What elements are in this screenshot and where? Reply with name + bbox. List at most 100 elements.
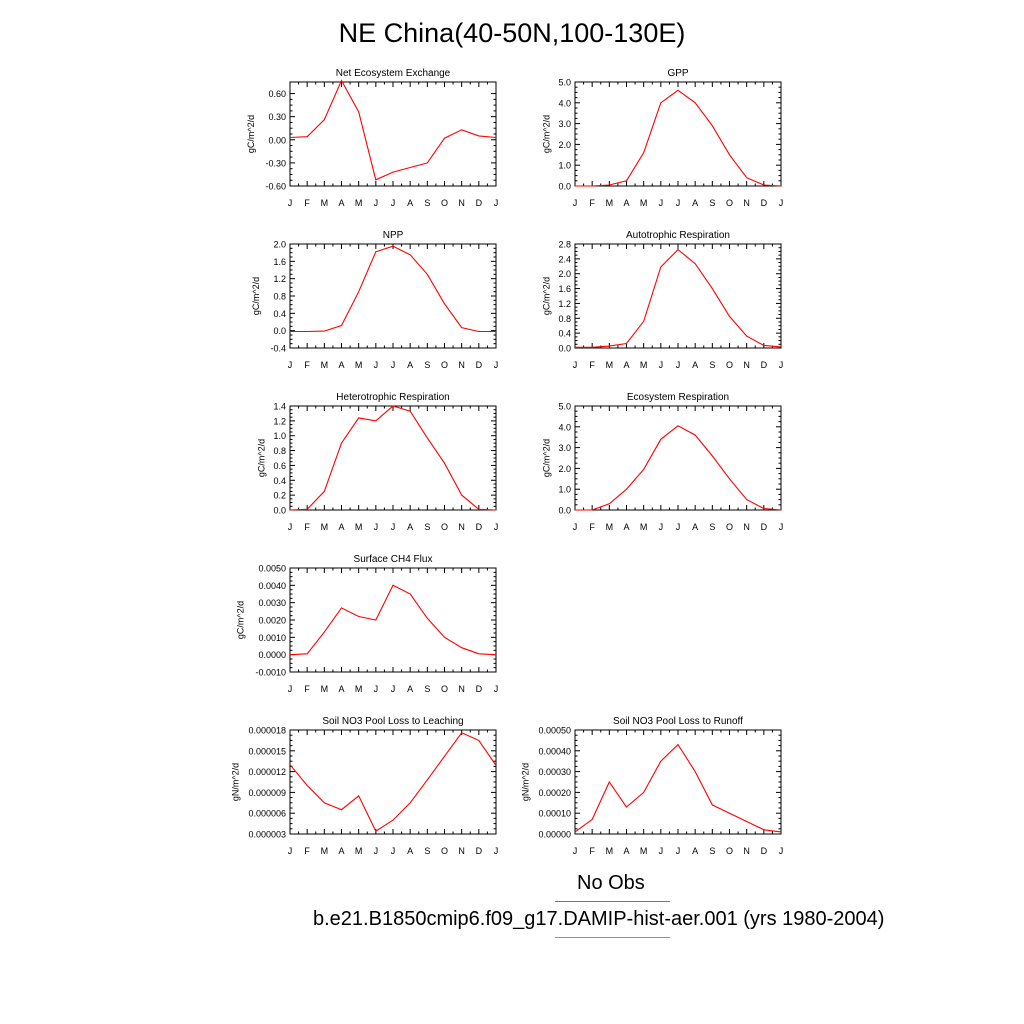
series-line [289, 405, 497, 511]
y-tick-label: 0.0010 [258, 633, 286, 643]
y-axis-label: gC/m^2/d [246, 115, 256, 153]
x-tick-label: N [743, 522, 750, 532]
series-line [575, 89, 782, 187]
x-tick-label: J [374, 684, 379, 694]
x-tick-label: J [659, 522, 664, 532]
x-tick-label: J [391, 198, 396, 208]
y-tick-label: 0.0 [558, 182, 571, 192]
x-tick-label: O [726, 360, 733, 370]
y-tick-label: 2.8 [558, 240, 571, 250]
y-tick-label: 0.00020 [538, 788, 571, 798]
y-tick-label: 0.0030 [258, 598, 286, 608]
x-tick-label: A [623, 522, 629, 532]
x-tick-label: F [589, 522, 595, 532]
y-tick-label: 1.0 [558, 161, 571, 171]
x-tick-label: S [709, 360, 715, 370]
y-tick-label: 0.8 [273, 446, 286, 456]
x-tick-label: F [589, 360, 595, 370]
series-line [289, 732, 497, 832]
x-tick-label: M [321, 360, 329, 370]
x-tick-label: D [761, 522, 768, 532]
y-tick-label: 0.0000 [258, 650, 286, 660]
x-tick-label: N [458, 846, 465, 856]
x-tick-label: A [623, 846, 629, 856]
x-tick-label: J [288, 522, 293, 532]
x-tick-label: M [606, 846, 614, 856]
y-tick-label: 0.6 [273, 461, 286, 471]
x-tick-label: M [321, 684, 329, 694]
y-tick-label: 0.000003 [248, 830, 286, 840]
x-tick-label: N [743, 198, 750, 208]
y-tick-label: 2.0 [558, 269, 571, 279]
x-tick-label: O [726, 198, 733, 208]
y-tick-label: 2.0 [558, 464, 571, 474]
panel-title: NPP [383, 230, 404, 241]
x-tick-label: O [441, 846, 448, 856]
plot-frame [574, 81, 782, 187]
y-tick-label: 0.0 [558, 506, 571, 516]
plot-frame [289, 243, 497, 349]
x-tick-label: A [338, 522, 344, 532]
x-tick-label: J [779, 360, 784, 370]
y-axis-label: gC/m^2/d [541, 277, 551, 315]
y-tick-label: 0.00030 [538, 767, 571, 777]
x-tick-label: A [338, 846, 344, 856]
y-tick-label: -0.30 [265, 158, 286, 168]
y-tick-label: 0.8 [273, 292, 286, 302]
y-axis-label: gN/m^2/d [230, 763, 240, 801]
y-tick-label: -0.60 [265, 182, 286, 192]
x-tick-label: O [441, 684, 448, 694]
x-tick-label: A [338, 360, 344, 370]
x-tick-label: N [458, 522, 465, 532]
x-tick-label: J [573, 846, 578, 856]
plot-frame [289, 729, 497, 835]
y-tick-label: 3.0 [558, 443, 571, 453]
plot-frame [289, 81, 497, 187]
x-tick-label: M [640, 360, 648, 370]
y-tick-label: 5.0 [558, 402, 571, 412]
x-tick-label: J [573, 522, 578, 532]
y-tick-label: 5.0 [558, 78, 571, 88]
x-tick-label: J [659, 846, 664, 856]
legend-line-model [555, 937, 670, 938]
legend-line-no-obs [555, 901, 670, 902]
panel-title: Autotrophic Respiration [626, 230, 730, 241]
x-tick-label: J [288, 846, 293, 856]
series-line [289, 79, 497, 181]
y-tick-label: 0.000006 [248, 809, 286, 819]
x-tick-label: M [640, 846, 648, 856]
x-tick-label: M [606, 360, 614, 370]
x-tick-label: J [391, 846, 396, 856]
y-tick-label: 0.000018 [248, 726, 286, 736]
y-tick-label: 0.0 [558, 344, 571, 354]
x-tick-label: M [355, 846, 363, 856]
y-tick-label: 4.0 [558, 422, 571, 432]
x-tick-label: N [458, 198, 465, 208]
series-line [290, 245, 496, 333]
x-tick-label: J [676, 360, 681, 370]
x-tick-label: M [640, 522, 648, 532]
x-tick-label: J [779, 522, 784, 532]
x-tick-label: J [494, 846, 499, 856]
x-tick-label: S [709, 846, 715, 856]
x-tick-label: S [424, 846, 430, 856]
x-tick-label: F [589, 846, 595, 856]
page-title: NE China(40-50N,100-130E) [338, 18, 686, 48]
x-tick-label: F [304, 360, 310, 370]
y-tick-label: 0.0 [273, 506, 286, 516]
y-tick-label: 0.00000 [538, 830, 571, 840]
x-tick-label: M [606, 522, 614, 532]
y-tick-label: 2.0 [273, 240, 286, 250]
x-tick-label: J [374, 522, 379, 532]
y-tick-label: 0.00050 [538, 726, 571, 736]
x-tick-label: A [407, 684, 413, 694]
panel-title: GPP [667, 68, 688, 79]
y-tick-label: 0.00 [268, 135, 286, 145]
y-tick-label: 1.0 [273, 431, 286, 441]
y-axis-label: gN/m^2/d [521, 763, 531, 801]
